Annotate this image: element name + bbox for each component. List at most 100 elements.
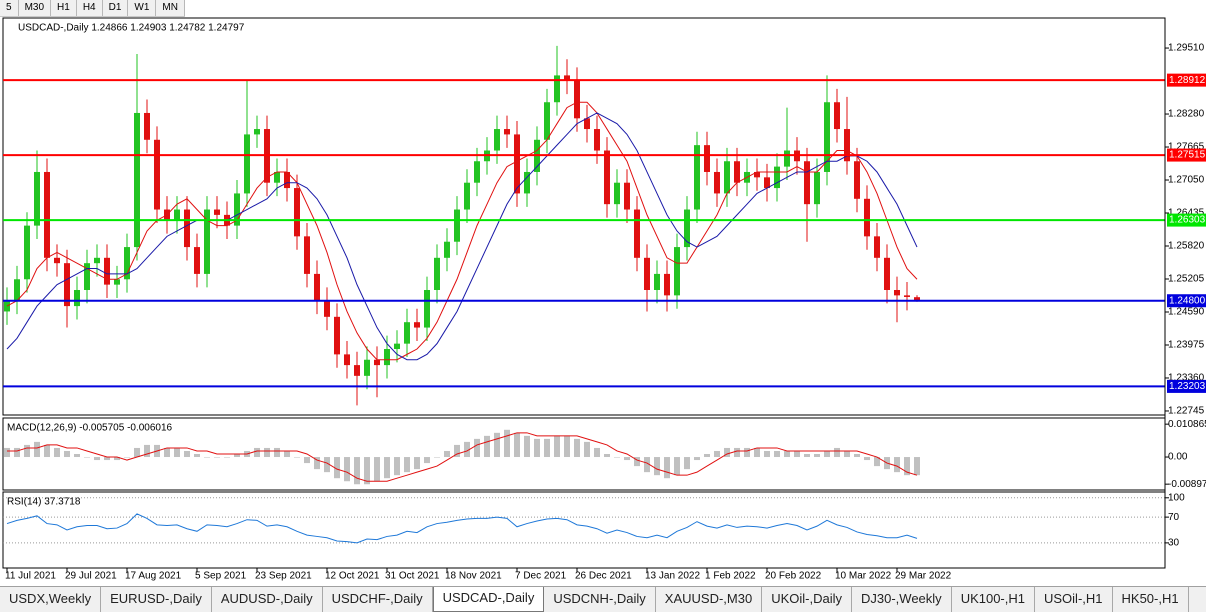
y-tick-label: 100 <box>1168 492 1185 503</box>
candle-body <box>374 359 380 366</box>
candle-body <box>134 112 140 248</box>
chart-tab[interactable]: HK50-,H1 <box>1113 587 1189 612</box>
panel-title: MACD(12,26,9) -0.005705 -0.006016 <box>7 423 173 434</box>
y-tick-label: 1.27665 <box>1168 142 1205 153</box>
x-tick-label: 29 Mar 2022 <box>895 571 952 582</box>
macd-bar <box>384 457 390 479</box>
candle-body <box>104 257 110 285</box>
candle-body <box>584 118 590 130</box>
candle-body <box>344 354 350 366</box>
macd-bar <box>624 457 630 461</box>
candle-body <box>254 129 260 135</box>
macd-bar <box>854 454 860 458</box>
candle-body <box>204 209 210 274</box>
timeframe-button[interactable]: W1 <box>128 0 157 16</box>
x-tick-label: 11 Jul 2021 <box>5 571 56 582</box>
macd-bar <box>194 454 200 458</box>
level-label: 1.28912 <box>1169 75 1206 86</box>
macd-bar <box>724 447 730 458</box>
y-tick-label: 1.23975 <box>1168 340 1205 351</box>
candle-body <box>394 343 400 350</box>
macd-bar <box>114 457 120 461</box>
candle-body <box>704 145 710 172</box>
panel-title: RSI(14) 37.3718 <box>7 497 81 508</box>
x-tick-label: 1 Feb 2022 <box>705 571 756 582</box>
timeframe-button[interactable]: D1 <box>103 0 129 16</box>
macd-bar <box>94 457 100 461</box>
candle-body <box>84 263 90 290</box>
level-label-bg <box>1167 294 1206 308</box>
candle-body <box>814 171 820 205</box>
candle-body <box>774 166 780 189</box>
macd-bar <box>654 457 660 476</box>
macd-bar <box>824 450 830 458</box>
macd-bar <box>534 438 540 458</box>
timeframe-button[interactable]: M30 <box>19 0 52 16</box>
level-label-bg <box>1167 148 1206 162</box>
macd-bar <box>594 447 600 458</box>
macd-bar <box>454 444 460 458</box>
chart-tab[interactable]: USOil-,H1 <box>1035 587 1113 612</box>
chart-tab[interactable]: XAUUSD-,M30 <box>656 587 763 612</box>
chart-tab[interactable]: EURUSD-,Daily <box>101 587 212 612</box>
macd-bar <box>504 429 510 458</box>
y-tick-label: 1.23360 <box>1168 373 1205 384</box>
panel-frame <box>2 17 1166 416</box>
x-tick-label: 10 Mar 2022 <box>835 571 892 582</box>
macd-bar <box>554 435 560 458</box>
level-label: 1.26303 <box>1169 215 1206 226</box>
timeframe-button[interactable]: H1 <box>51 0 77 16</box>
candle-body <box>464 182 470 210</box>
candle-body <box>654 273 660 290</box>
candle-body <box>504 129 510 135</box>
chart-tab[interactable]: UK100-,H1 <box>952 587 1035 612</box>
candle-body <box>214 209 220 215</box>
candle-body <box>154 139 160 210</box>
chart-tab[interactable]: USDCAD-,Daily <box>432 587 545 612</box>
candle-body <box>844 129 850 162</box>
macd-bar <box>644 457 650 473</box>
candle-body <box>634 209 640 258</box>
candle-body <box>884 257 890 290</box>
candle-body <box>24 225 30 280</box>
macd-bar <box>204 457 210 458</box>
macd-bar <box>794 450 800 458</box>
candle-body <box>754 171 760 178</box>
macd-bar <box>684 457 690 470</box>
chart-tab[interactable]: UKOil-,Daily <box>762 587 852 612</box>
candle-body <box>694 145 700 210</box>
macd-bar <box>254 447 260 458</box>
macd-bar <box>694 457 700 461</box>
macd-bar <box>134 447 140 458</box>
macd-bar <box>74 454 80 458</box>
candle-body <box>174 209 180 221</box>
candle-body <box>384 349 390 366</box>
macd-bar <box>44 444 50 458</box>
macd-bar <box>84 457 90 458</box>
candle-body <box>514 134 520 194</box>
x-tick-label: 12 Oct 2021 <box>325 571 380 582</box>
macd-bar <box>714 450 720 458</box>
candle-body <box>664 273 670 296</box>
candle-body <box>334 316 340 355</box>
timeframe-button[interactable]: 5 <box>0 0 19 16</box>
macd-bar <box>54 447 60 458</box>
y-tick-label: 30 <box>1168 538 1180 549</box>
chart-tab[interactable]: USDCNH-,Daily <box>544 587 656 612</box>
candle-body <box>564 75 570 81</box>
macd-bar <box>284 450 290 458</box>
timeframe-button[interactable]: H4 <box>77 0 103 16</box>
candle-body <box>64 263 70 307</box>
macd-bar <box>4 447 10 458</box>
chart-tab[interactable]: USDX,Weekly <box>0 587 102 612</box>
macd-bar <box>734 447 740 458</box>
chart-tab[interactable]: USDCHF-,Daily <box>323 587 433 612</box>
chart-tab[interactable]: DJ30-,Weekly <box>852 587 952 612</box>
indicator-line <box>6 513 918 544</box>
level-label: 1.24800 <box>1169 295 1206 306</box>
timeframe-button[interactable]: MN <box>156 0 185 16</box>
macd-bar <box>394 457 400 476</box>
chart-tab[interactable]: AUDUSD-,Daily <box>212 587 323 612</box>
y-tick-label: 1.26435 <box>1168 208 1205 219</box>
macd-bar <box>864 457 870 461</box>
